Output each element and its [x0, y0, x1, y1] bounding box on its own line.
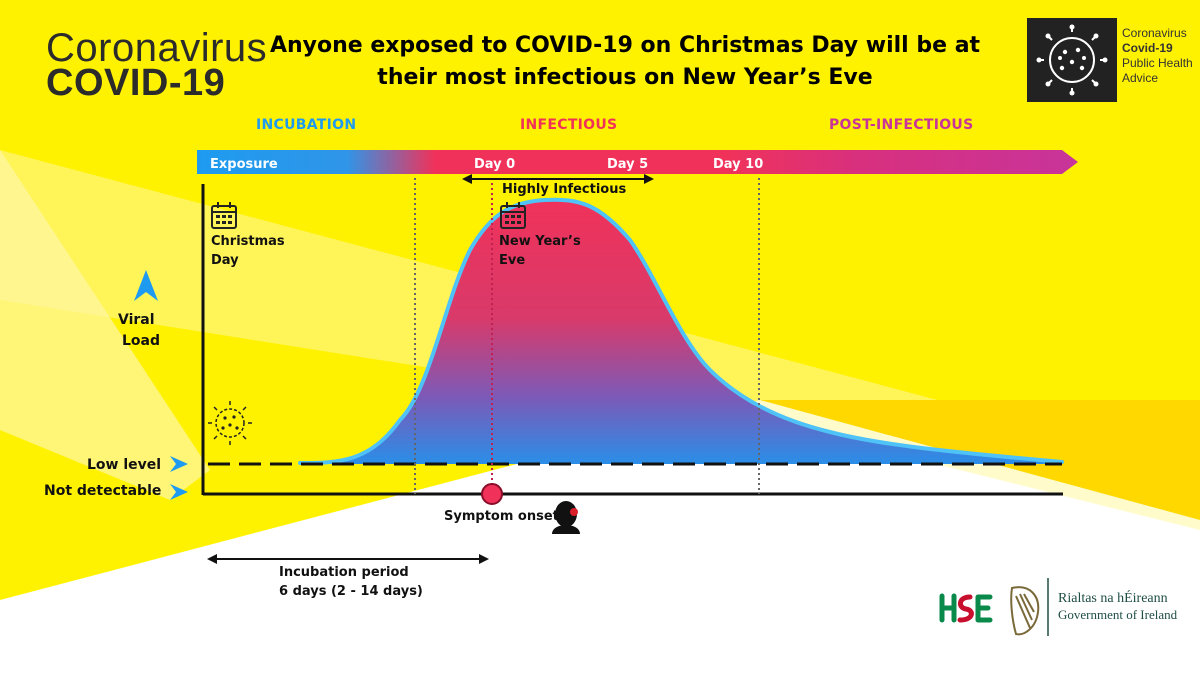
not-detectable-chevron-icon [170, 484, 188, 500]
headline: Anyone exposed to COVID-19 on Christmas … [269, 33, 981, 90]
phase-infectious: INFECTIOUS [520, 117, 618, 133]
sick-person-icon [552, 501, 580, 534]
government-english-name: Government of Ireland [1058, 607, 1178, 622]
logo-line2: Covid-19 [1122, 41, 1173, 55]
new-years-eve-label-line2: Eve [499, 253, 526, 268]
logo-line1: Coronavirus [1122, 26, 1187, 40]
public-health-logo-text: Coronavirus Covid-19 Public Health Advic… [1122, 26, 1193, 86]
christmas-day-label-line1: Christmas [211, 234, 285, 249]
incubation-period-label-line1: Incubation period [279, 565, 409, 580]
logo-line4: Advice [1122, 71, 1159, 85]
timeline-day10: Day 10 [713, 157, 764, 172]
incubation-period-label-line2: 6 days (2 - 14 days) [279, 584, 423, 599]
low-level-label: Low level [87, 457, 162, 473]
hse-logo [939, 593, 993, 623]
left-highlight [0, 150, 210, 500]
symptom-onset-label: Symptom onset [444, 509, 559, 524]
timeline-day0: Day 0 [474, 157, 516, 172]
symptom-onset-dot [481, 483, 503, 505]
brand-title-line2: COVID-19 [46, 62, 226, 104]
phase-post-infectious: POST-INFECTIOUS [829, 117, 974, 133]
y-axis-label-line2: Load [122, 333, 161, 349]
calendar-icon-christmas [211, 202, 237, 229]
low-level-chevron-icon [170, 456, 188, 472]
calendar-icon-new-years-eve [500, 202, 526, 229]
logo-line3: Public Health [1122, 56, 1193, 70]
harp-emblem-icon [1010, 586, 1040, 636]
government-irish-name: Rialtas na hÉireann [1058, 591, 1168, 606]
virus-icon-small [208, 401, 252, 445]
viral-load-arrow-icon [134, 270, 158, 301]
timeline-bar [197, 150, 1078, 174]
viral-load-outline [298, 197, 1064, 465]
christmas-day-label-line2: Day [211, 253, 239, 268]
timeline-day5: Day 5 [607, 157, 649, 172]
brand-title-line1: Coronavirus [46, 26, 268, 70]
y-axis-label-line1: Viral [118, 312, 155, 328]
not-detectable-label: Not detectable [44, 483, 162, 499]
new-years-eve-label-line1: New Year’s [499, 234, 581, 249]
highly-infectious-label: Highly Infectious [502, 182, 627, 197]
timeline-exposure: Exposure [210, 157, 278, 172]
phase-incubation: INCUBATION [256, 117, 357, 133]
